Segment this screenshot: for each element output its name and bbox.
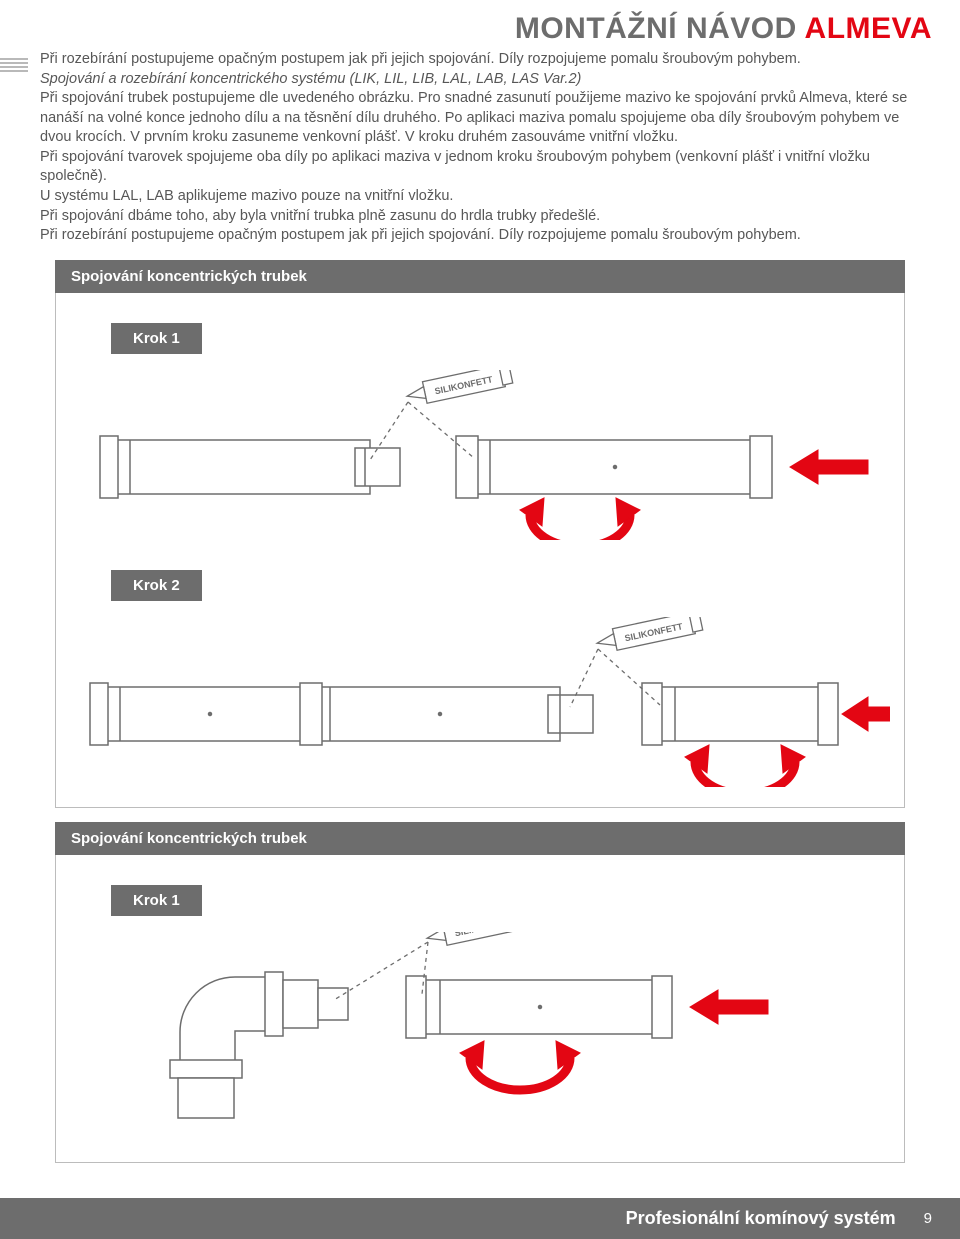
paragraph: Při spojování tvarovek spojujeme oba díl… xyxy=(40,148,920,187)
diagram-section-1: Krok 1 SILIKONFETT xyxy=(55,293,905,808)
paragraph: Při spojování dbáme toho, aby byla vnitř… xyxy=(40,207,920,227)
footer-text: Profesionální komínový systém xyxy=(626,1208,896,1229)
page-number: 9 xyxy=(924,1210,932,1227)
paragraph-italic: Spojování a rozebírání koncentrického sy… xyxy=(40,71,581,87)
page-title: MONTÁŽNÍ NÁVOD ALMEVA xyxy=(0,0,960,50)
decorative-stripe xyxy=(0,56,28,72)
diagram-section-2: Krok 1 SILIKONFETT xyxy=(55,855,905,1163)
title-brand: ALMEVA xyxy=(805,12,932,45)
paragraph: U systému LAL, LAB aplikujeme mazivo pou… xyxy=(40,187,920,207)
body-text: Při rozebírání postupujeme opačným postu… xyxy=(0,50,960,246)
paragraph: Při spojování trubek postupujeme dle uve… xyxy=(40,89,920,148)
step-label: Krok 1 xyxy=(111,323,202,354)
title-prefix: MONTÁŽNÍ NÁVOD xyxy=(515,12,797,45)
step-label: Krok 2 xyxy=(111,570,202,601)
paragraph: Při rozebírání postupujeme opačným postu… xyxy=(40,226,920,246)
section-heading: Spojování koncentrických trubek xyxy=(55,822,905,855)
footer-bar: Profesionální komínový systém 9 xyxy=(0,1198,960,1239)
section-heading: Spojování koncentrických trubek xyxy=(55,260,905,293)
diagram-step1: SILIKONFETT xyxy=(70,370,890,540)
paragraph: Při rozebírání postupujeme opačným postu… xyxy=(40,50,920,70)
diagram-step2: SILIKONFETT xyxy=(70,617,890,787)
diagram-step3: SILIKONFETT xyxy=(70,932,890,1142)
step-label: Krok 1 xyxy=(111,885,202,916)
